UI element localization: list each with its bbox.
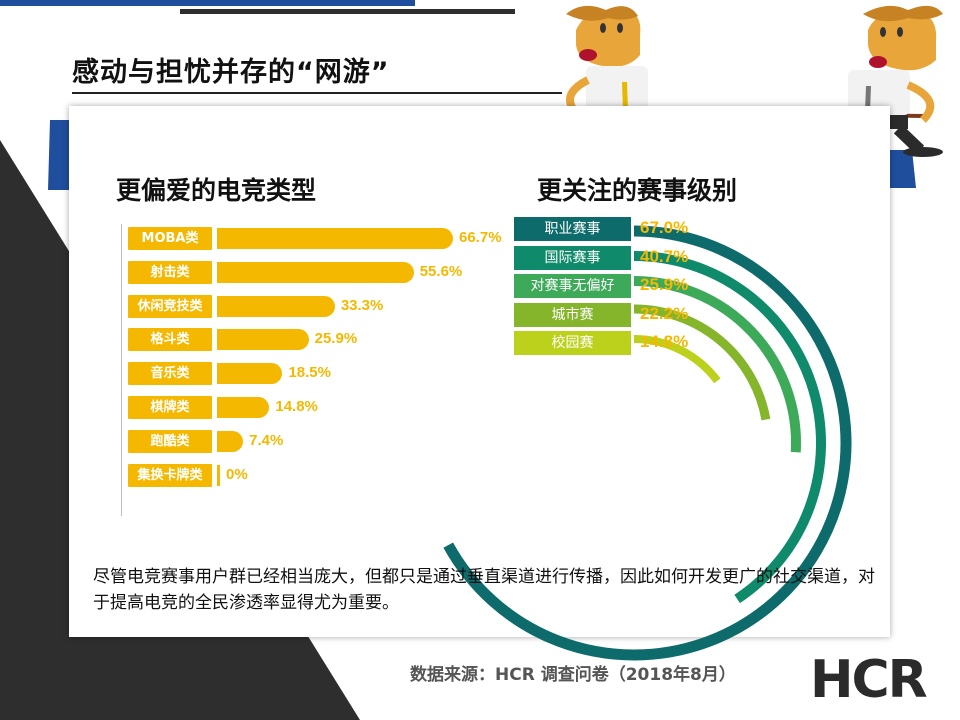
top-dark-bar <box>180 9 515 14</box>
title-underline <box>72 92 562 94</box>
ring-category-label: 职业赛事 <box>514 217 631 241</box>
bar-value-label: 7.4% <box>249 431 284 449</box>
bar-category-label: 音乐类 <box>128 362 212 386</box>
bar-category-label: MOBA类 <box>128 227 212 250</box>
page-title: 感动与担忧并存的“网游” <box>72 57 390 88</box>
bar-mark <box>217 430 244 452</box>
bar-category-label: 棋牌类 <box>128 396 212 419</box>
bar-category-label: 射击类 <box>128 260 212 284</box>
bar-category-label: 格斗类 <box>128 328 212 352</box>
bar-chart-axis <box>121 224 122 516</box>
bar-category-label: 集换卡牌类 <box>128 463 212 487</box>
bar-mark <box>217 228 453 249</box>
bar-category-label: 跑酷类 <box>128 429 212 453</box>
right-figure-icon <box>828 5 943 157</box>
ring-arc <box>443 225 852 661</box>
hcr-logo: HCR <box>810 650 928 710</box>
bar-mark <box>217 464 220 486</box>
bar-category-label: 休闲竞技类 <box>128 294 212 318</box>
bar-mark <box>217 397 270 418</box>
blue-right-tab-shape <box>890 150 916 188</box>
bar-value-label: 25.9% <box>314 330 358 348</box>
top-accent-bar <box>0 0 415 6</box>
ring-arc <box>633 276 801 453</box>
bar-value-label: 0% <box>226 465 248 483</box>
ring-arc <box>633 304 771 421</box>
white-footer-shape <box>560 690 960 720</box>
bar-mark <box>217 363 283 385</box>
note-text: 尽管电竞赛事用户群已经相当庞大，但都只是通过垂直渠道进行传播，因此如何开发更广的… <box>93 567 875 613</box>
ring-category-label: 城市赛 <box>514 302 631 327</box>
bar-value-label: 55.6% <box>419 262 463 280</box>
bar-value-label: 66.7% <box>459 229 502 246</box>
ring-value-label: 67.0% <box>640 218 689 237</box>
ring-value-label: 22.2% <box>640 303 689 323</box>
ring-value-label: 25.9% <box>640 275 689 294</box>
bar-mark <box>217 329 309 351</box>
ring-arc <box>633 335 721 384</box>
ring-category-label: 国际赛事 <box>514 245 631 270</box>
bar-mark <box>217 261 414 283</box>
bar-value-label: 18.5% <box>288 364 331 382</box>
ring-chart-title: 更关注的赛事级别 <box>537 176 738 205</box>
blue-left-tab-shape <box>48 120 70 190</box>
bar-mark <box>217 295 335 317</box>
bar-value-label: 33.3% <box>340 296 384 314</box>
ring-category-label: 对赛事无偏好 <box>514 274 631 298</box>
source-text: 数据来源：HCR 调查问卷（2018年8月） <box>410 665 736 685</box>
bar-chart-title: 更偏爱的电竞类型 <box>116 176 317 205</box>
ring-arc <box>633 251 826 604</box>
ring-value-label: 40.7% <box>640 246 689 266</box>
bar-value-label: 14.8% <box>275 398 318 415</box>
ring-category-label: 校园赛 <box>514 331 631 355</box>
ring-value-label: 14.8% <box>640 332 689 351</box>
